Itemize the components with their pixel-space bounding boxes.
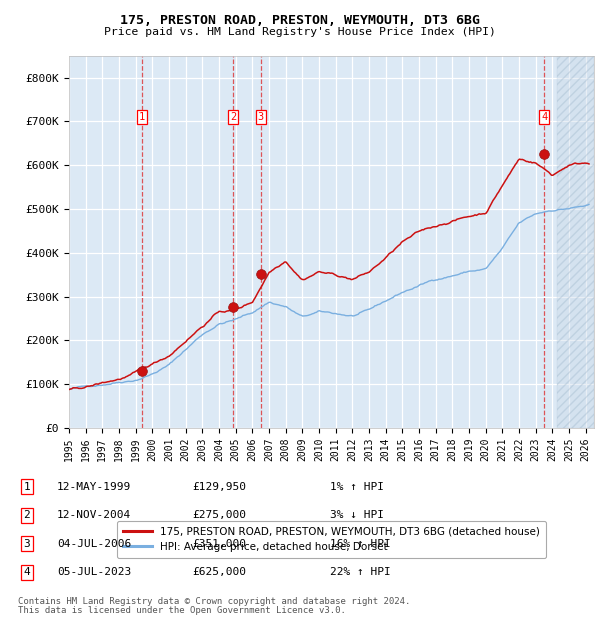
Text: 05-JUL-2023: 05-JUL-2023 [57, 567, 131, 577]
Text: £625,000: £625,000 [192, 567, 246, 577]
Bar [557, 56, 594, 428]
Text: 3% ↓ HPI: 3% ↓ HPI [330, 510, 384, 520]
Text: Contains HM Land Registry data © Crown copyright and database right 2024.: Contains HM Land Registry data © Crown c… [18, 597, 410, 606]
Text: 4: 4 [541, 112, 547, 122]
Text: 2: 2 [230, 112, 236, 122]
Text: £275,000: £275,000 [192, 510, 246, 520]
Text: Price paid vs. HM Land Registry's House Price Index (HPI): Price paid vs. HM Land Registry's House … [104, 27, 496, 37]
Text: 1: 1 [23, 482, 31, 492]
Text: 1% ↑ HPI: 1% ↑ HPI [330, 482, 384, 492]
Text: This data is licensed under the Open Government Licence v3.0.: This data is licensed under the Open Gov… [18, 606, 346, 615]
Legend: 175, PRESTON ROAD, PRESTON, WEYMOUTH, DT3 6BG (detached house), HPI: Average pri: 175, PRESTON ROAD, PRESTON, WEYMOUTH, DT… [116, 521, 547, 559]
Text: 22% ↑ HPI: 22% ↑ HPI [330, 567, 391, 577]
Text: £351,000: £351,000 [192, 539, 246, 549]
Text: 3: 3 [23, 539, 31, 549]
Text: 3: 3 [258, 112, 264, 122]
Text: 4: 4 [23, 567, 31, 577]
Text: £129,950: £129,950 [192, 482, 246, 492]
Text: 04-JUL-2006: 04-JUL-2006 [57, 539, 131, 549]
Text: 12-NOV-2004: 12-NOV-2004 [57, 510, 131, 520]
Text: 175, PRESTON ROAD, PRESTON, WEYMOUTH, DT3 6BG: 175, PRESTON ROAD, PRESTON, WEYMOUTH, DT… [120, 14, 480, 27]
Text: 12-MAY-1999: 12-MAY-1999 [57, 482, 131, 492]
Text: 1: 1 [139, 112, 145, 122]
Text: 2: 2 [23, 510, 31, 520]
Text: 16% ↑ HPI: 16% ↑ HPI [330, 539, 391, 549]
